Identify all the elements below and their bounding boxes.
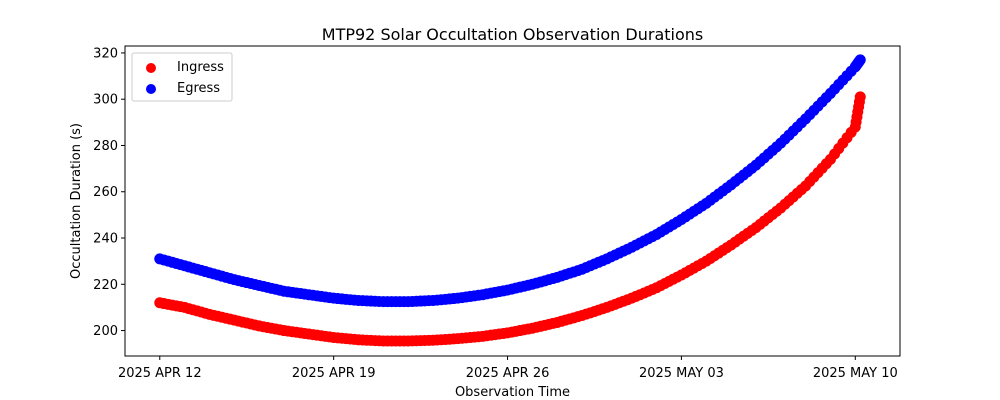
legend: Ingress Egress <box>131 52 233 102</box>
y-tick-label: 280 <box>93 139 118 154</box>
x-axis: 2025 APR 12 2025 APR 19 2025 APR 26 2025 MA… <box>118 356 898 381</box>
x-tick-label: 2025 APR 12 <box>118 366 202 381</box>
point-egress <box>854 54 866 66</box>
legend-label-egress: Egress <box>177 81 220 96</box>
plot-frame <box>124 45 901 357</box>
x-tick-label: 2025 MAY 03 <box>639 366 724 381</box>
x-tick-label: 2025 APR 26 <box>466 366 550 381</box>
y-tick-label: 200 <box>93 324 118 339</box>
plot-points <box>154 54 866 347</box>
chart-title: MTP92 Solar Occultation Observation Dura… <box>322 25 703 44</box>
point-ingress <box>854 91 866 103</box>
y-tick-label: 260 <box>93 185 118 200</box>
x-tick-label: 2025 APR 19 <box>292 366 376 381</box>
y-tick-label: 300 <box>93 93 118 108</box>
y-tick-label: 320 <box>93 46 118 61</box>
x-tick-label: 2025 MAY 10 <box>813 366 898 381</box>
y-axis-label: Occultation Duration (s) <box>69 123 84 279</box>
y-axis: 200 220 240 260 280 300 320 <box>93 46 125 339</box>
y-tick-label: 240 <box>93 232 118 247</box>
legend-label-ingress: Ingress <box>177 60 224 75</box>
legend-marker-egress <box>146 84 156 94</box>
legend-frame <box>131 52 233 102</box>
x-axis-label: Observation Time <box>455 385 570 400</box>
y-tick-label: 220 <box>93 278 118 293</box>
legend-marker-ingress <box>146 63 156 73</box>
